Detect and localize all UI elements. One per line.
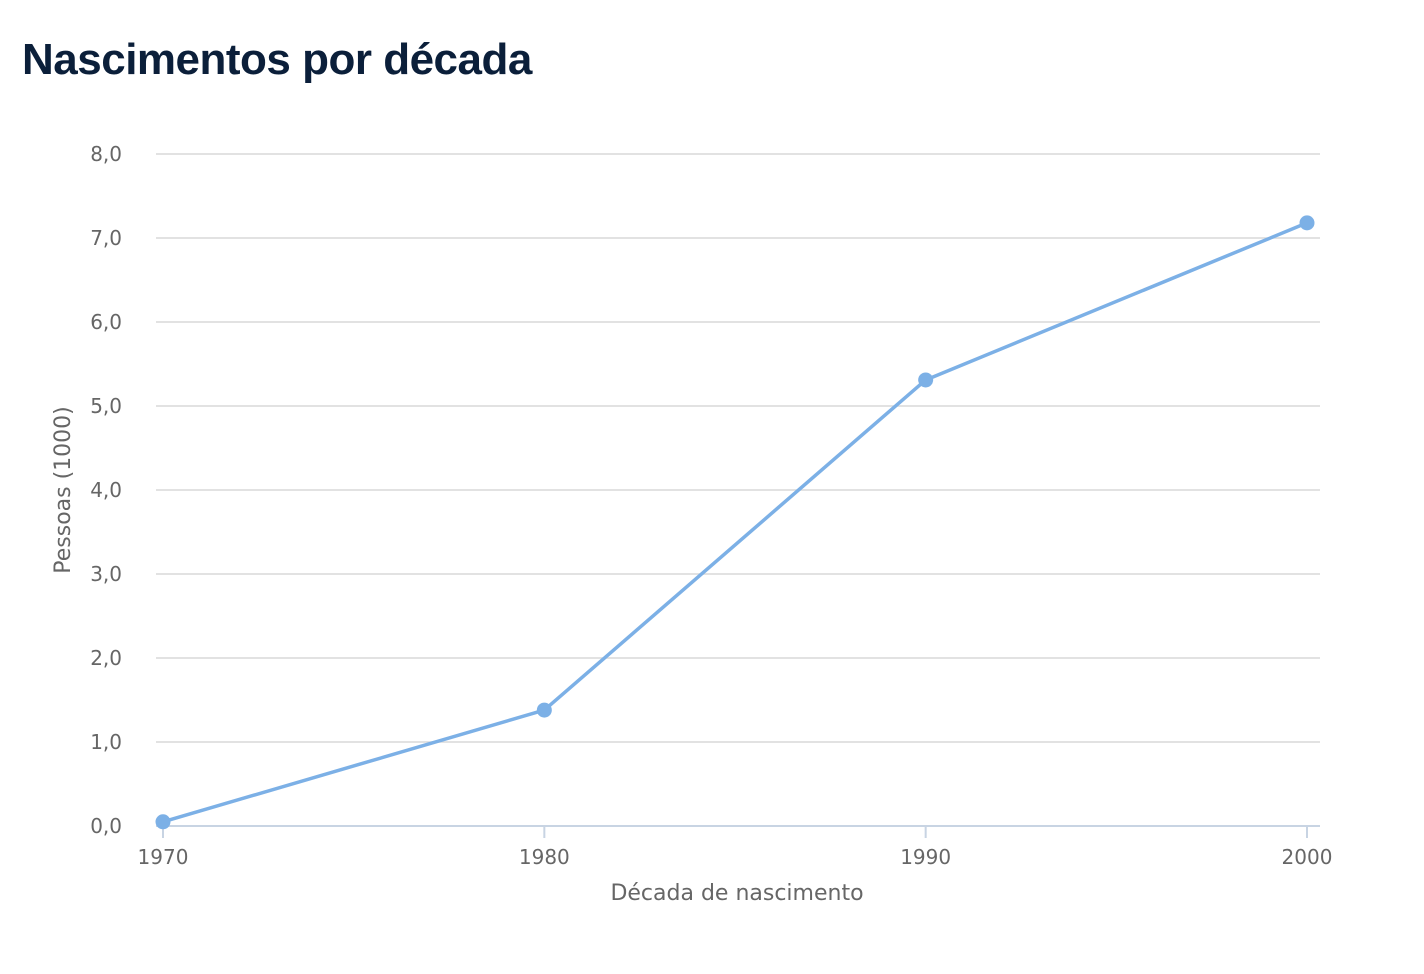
y-tick-label: 6,0: [90, 310, 122, 334]
x-tick-label: 1980: [519, 845, 570, 869]
data-point: [155, 814, 171, 830]
data-point: [918, 372, 934, 388]
y-tick-label: 4,0: [90, 478, 122, 502]
y-tick-label: 0,0: [90, 814, 122, 838]
x-tick-label: 2000: [1282, 845, 1333, 869]
y-tick-label: 7,0: [90, 226, 122, 250]
x-tick-label: 1970: [138, 845, 189, 869]
data-point: [1299, 215, 1315, 231]
x-tick-label: 1990: [900, 845, 951, 869]
y-axis-label: Pessoas (1000): [51, 406, 76, 574]
series-layer: [155, 215, 1315, 830]
data-point: [536, 702, 552, 718]
series-line: [161, 221, 1309, 824]
y-tick-label: 1,0: [90, 730, 122, 754]
gridlines: [156, 153, 1320, 743]
x-axis-label: Década de nascimento: [610, 881, 863, 906]
y-tick-label: 8,0: [90, 142, 122, 166]
y-tick-label: 3,0: [90, 562, 122, 586]
y-tick-label: 5,0: [90, 394, 122, 418]
chart-title: Nascimentos por década: [22, 35, 532, 84]
y-tick-label: 2,0: [90, 646, 122, 670]
x-axis: [156, 825, 1320, 838]
y-axis-tick-labels: 0,0 1,0 2,0 3,0 4,0 5,0 6,0 7,0 8,0: [90, 142, 122, 838]
x-axis-tick-labels: 1970 1980 1990 2000: [138, 845, 1333, 869]
